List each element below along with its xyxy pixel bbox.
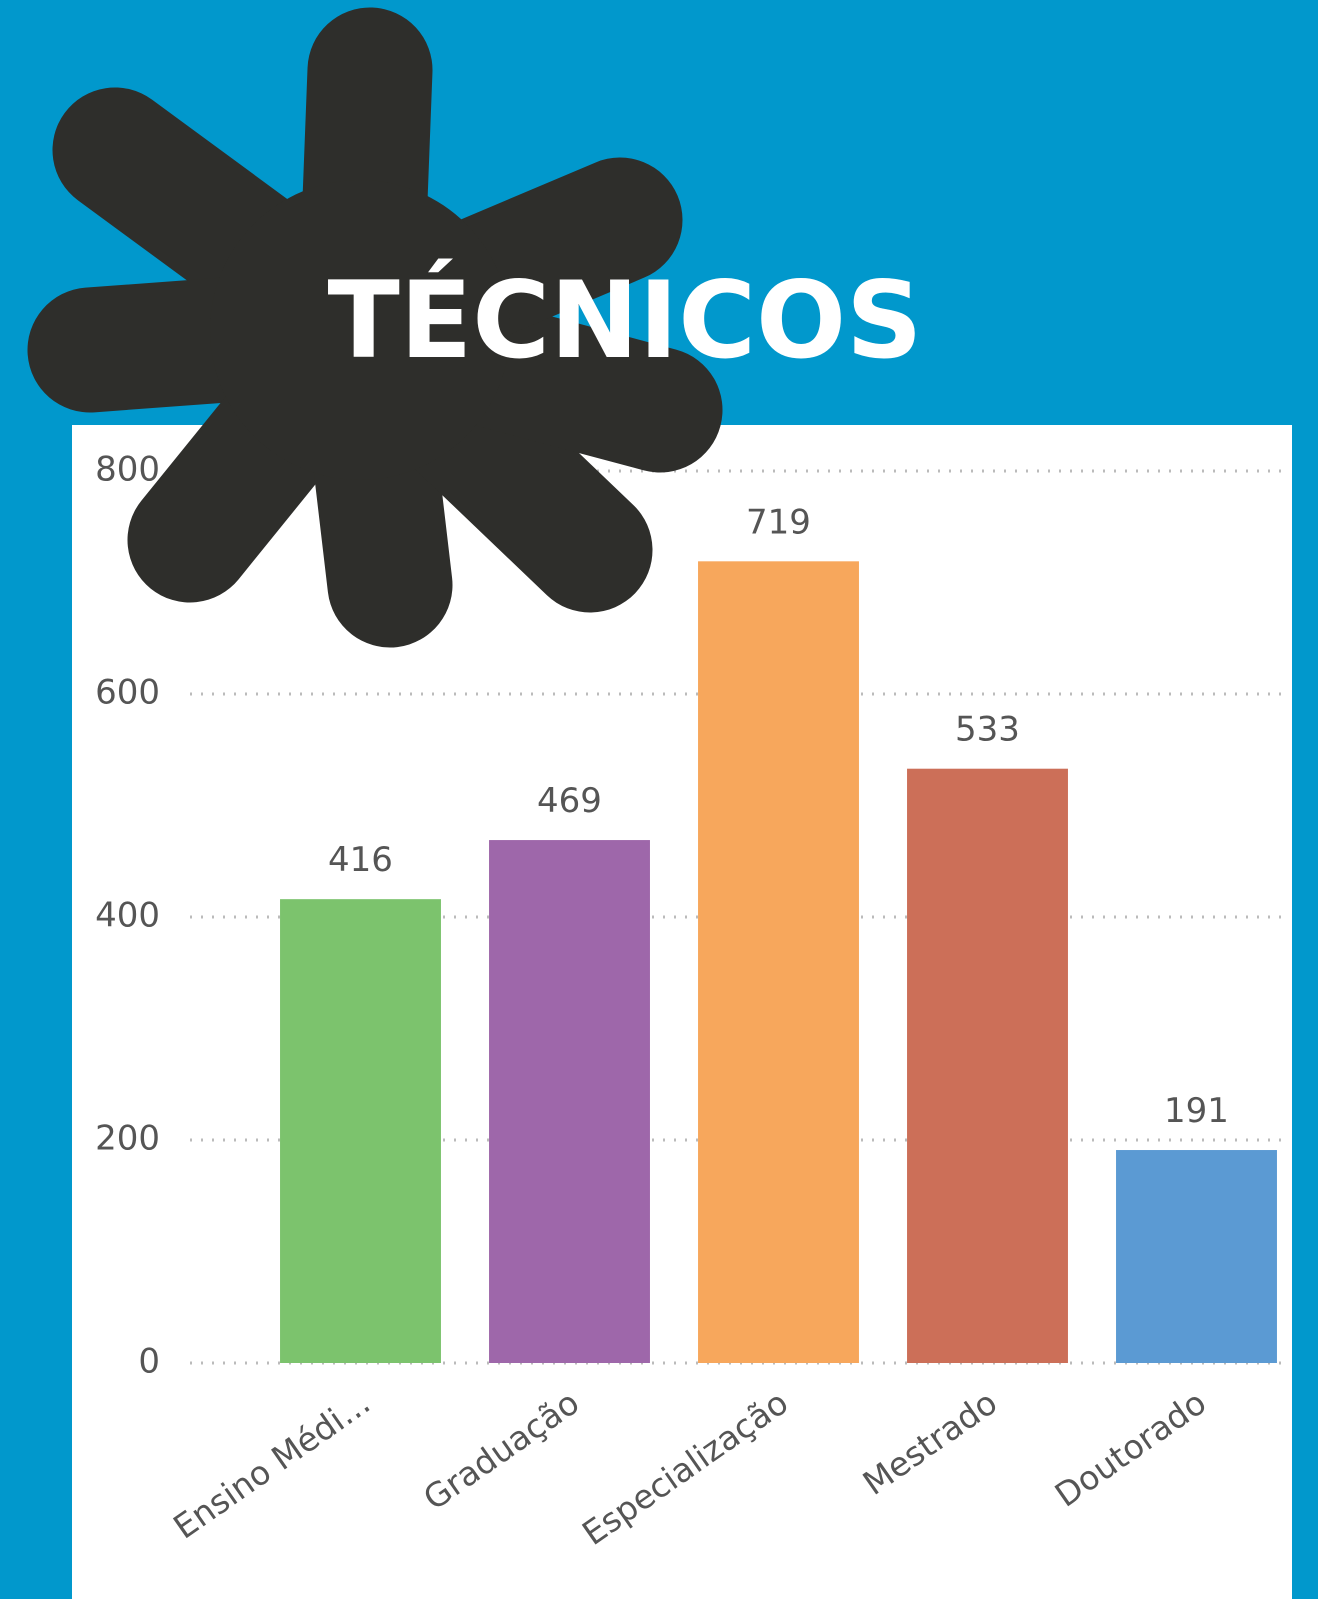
bar (280, 899, 441, 1363)
value-label: 191 (1164, 1091, 1229, 1131)
chart-title: TÉCNICOS (328, 259, 923, 382)
y-tick-label: 0 (138, 1342, 160, 1382)
bar (698, 561, 859, 1363)
chart-panel (72, 425, 1292, 1599)
y-tick-label: 600 (95, 673, 160, 713)
value-label: 719 (746, 502, 811, 542)
bar (1116, 1150, 1277, 1363)
value-label: 416 (328, 840, 393, 880)
bar (489, 840, 650, 1363)
value-label: 469 (537, 781, 602, 821)
y-tick-label: 800 (95, 450, 160, 490)
asterisk-decoration (27, 7, 723, 648)
y-tick-label: 200 (95, 1119, 160, 1159)
y-tick-label: 400 (95, 896, 160, 936)
bar (907, 768, 1068, 1363)
value-label: 533 (955, 710, 1020, 750)
